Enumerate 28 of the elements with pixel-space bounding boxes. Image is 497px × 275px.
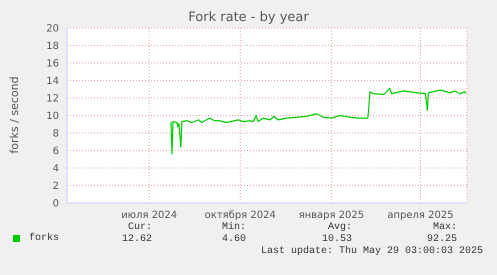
text: Max: — [432, 222, 457, 233]
text: Min: — [220, 222, 246, 233]
y-axis-title: forks / second — [8, 76, 21, 154]
y-tick-label: 12 — [46, 94, 59, 105]
legend-label: forks — [29, 233, 60, 244]
text: Cur: — [126, 222, 152, 233]
text: 92.25 — [426, 234, 457, 245]
x-tick-label: января 2025 — [298, 210, 364, 222]
y-tick-label: 10 — [46, 111, 59, 122]
x-tick-label: июля 2024 — [121, 210, 178, 222]
text: 10.53 — [320, 234, 352, 245]
line-series — [170, 88, 467, 155]
text: 4.60 — [220, 234, 246, 245]
chart-title: Fork rate - by year — [187, 10, 310, 25]
y-tick-label: 14 — [46, 76, 59, 88]
y-tick-label: 2 — [52, 181, 59, 192]
y-tick-label: 4 — [52, 164, 59, 175]
y-tick-label: 18 — [46, 41, 59, 52]
text: 12.62 — [120, 234, 152, 245]
y-tick-label: 8 — [52, 128, 59, 140]
x-tick-label: апреля 2025 — [387, 210, 454, 222]
y-tick-label: 6 — [52, 146, 59, 158]
y-tick-label: 20 — [46, 24, 59, 35]
y-tick-label: 16 — [46, 58, 59, 70]
text: Avg: — [326, 222, 352, 233]
text: Last update: Thu May 29 03:00:03 2025 — [260, 246, 483, 257]
y-tick-label: 0 — [52, 198, 59, 210]
x-tick-label: октября 2024 — [204, 210, 276, 222]
